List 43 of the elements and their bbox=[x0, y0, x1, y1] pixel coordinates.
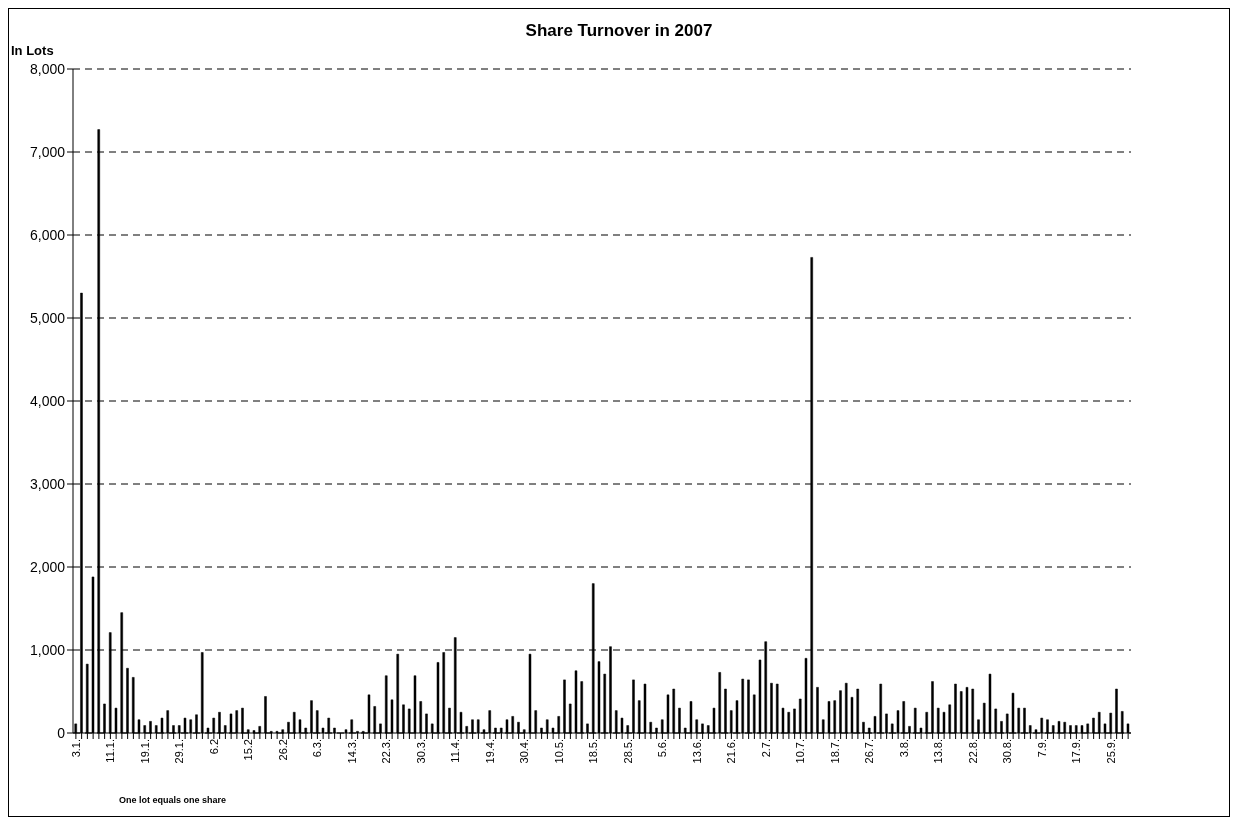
x-tick-label: 2.7. bbox=[759, 739, 772, 758]
x-tick-label: 13.6. bbox=[690, 739, 703, 764]
x-tick-label: 25.9. bbox=[1104, 739, 1117, 764]
x-tick-label: 19.4. bbox=[483, 739, 496, 764]
x-tick-label: 15.2 bbox=[242, 739, 255, 761]
x-tick-label: 11.4. bbox=[449, 739, 462, 763]
x-tick-label: 18.7. bbox=[828, 739, 841, 764]
x-tick-label: 21.6. bbox=[725, 739, 738, 764]
x-tick-label: 7.9. bbox=[1035, 739, 1048, 758]
y-tick-label: 6,000 bbox=[29, 226, 66, 243]
y-axis-title: In Lots bbox=[11, 43, 54, 58]
x-tick-label: 10.7. bbox=[794, 739, 807, 764]
x-tick-label: 26.7. bbox=[863, 739, 876, 764]
x-tick-label: 10.5. bbox=[552, 739, 565, 764]
x-tick-label: 18.5. bbox=[587, 739, 600, 764]
y-tick-label: 4,000 bbox=[29, 392, 66, 409]
y-tick-label: 5,000 bbox=[29, 309, 66, 326]
x-tick-label: 30.3. bbox=[414, 739, 427, 764]
x-tick-label: 17.9. bbox=[1070, 739, 1083, 764]
x-tick-label: 5.6. bbox=[656, 739, 669, 758]
x-tick-label: 3.1. bbox=[69, 739, 82, 758]
x-tick-label: 13.8. bbox=[932, 739, 945, 764]
x-tick-label: 22.8. bbox=[966, 739, 979, 764]
x-tick-label: 29.1. bbox=[173, 739, 186, 764]
y-tick-label: 0 bbox=[57, 724, 66, 741]
y-tick-label: 3,000 bbox=[29, 475, 66, 492]
y-tick-label: 2,000 bbox=[29, 558, 66, 575]
x-tick-label: 3.8. bbox=[897, 739, 910, 758]
x-tick-label: 26.2 bbox=[276, 739, 289, 761]
chart-title: Share Turnover in 2007 bbox=[524, 21, 714, 41]
x-tick-label: 6.2 bbox=[207, 739, 220, 755]
x-tick-label: 30.8. bbox=[1001, 739, 1014, 764]
x-tick-label: 11.1. bbox=[104, 739, 117, 763]
x-tick-label: 14.3. bbox=[345, 739, 358, 764]
x-tick-label: 6.3. bbox=[311, 739, 324, 758]
x-tick-label: 30.4. bbox=[518, 739, 531, 764]
y-tick-label: 7,000 bbox=[29, 143, 66, 160]
y-tick-label: 8,000 bbox=[29, 60, 66, 77]
x-tick-label: 28.5. bbox=[621, 739, 634, 764]
x-tick-label: 19.1. bbox=[138, 739, 151, 764]
text: One lot equals one share bbox=[119, 795, 227, 805]
x-tick-label: 22.3. bbox=[380, 739, 393, 764]
y-tick-label: 1,000 bbox=[29, 641, 66, 658]
